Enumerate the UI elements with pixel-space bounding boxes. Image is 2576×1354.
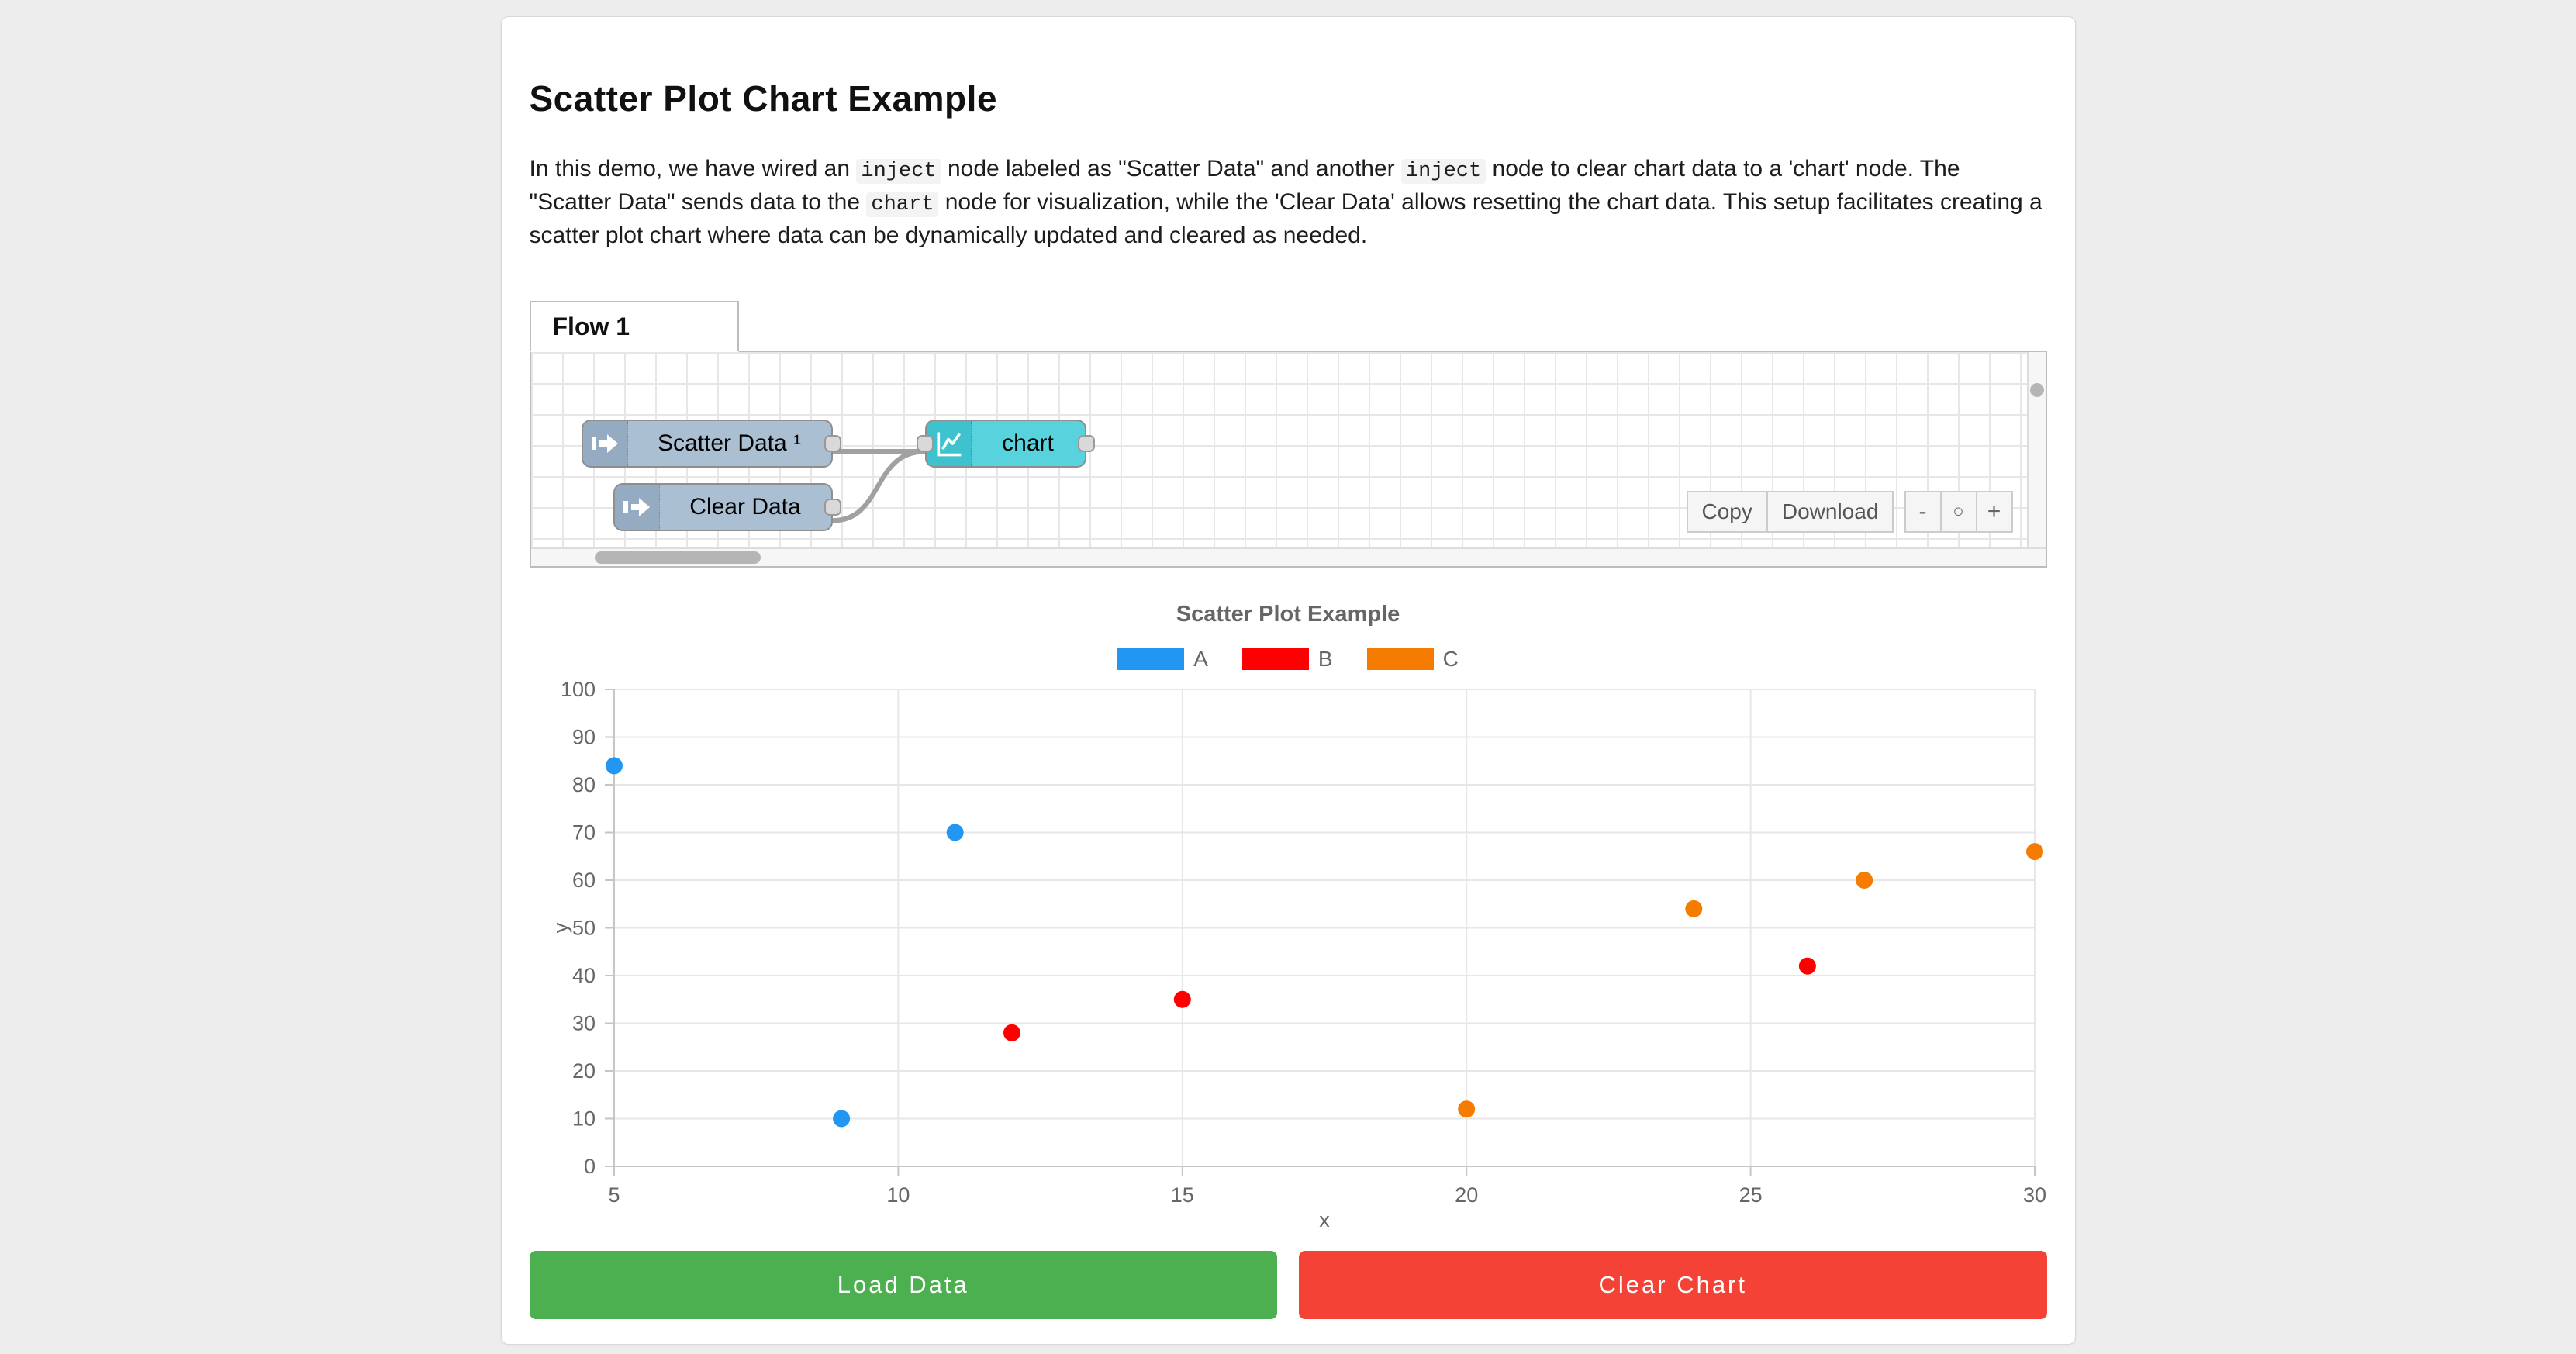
node-label: chart (1002, 430, 1054, 456)
svg-text:60: 60 (571, 869, 595, 892)
svg-text:30: 30 (2022, 1183, 2046, 1207)
action-buttons: Load Data Clear Chart (529, 1251, 2047, 1319)
inject-icon (582, 421, 628, 466)
port-chart-input[interactable] (916, 435, 934, 452)
chart-legend: A B C (530, 647, 2047, 672)
inject-node-clear-data[interactable]: Clear Data (613, 483, 833, 531)
legend-swatch (1366, 648, 1434, 670)
inline-code: inject (856, 159, 941, 184)
svg-text:10: 10 (886, 1183, 910, 1207)
svg-text:30: 30 (571, 1012, 595, 1035)
data-point-C[interactable] (1457, 1100, 1475, 1118)
flow-editor: Flow 1 Scatter Data ¹ Clear Data (529, 301, 2047, 568)
zoom-reset-button[interactable]: ○ (1939, 491, 1977, 533)
port-scatter-output[interactable] (824, 435, 841, 452)
svg-text:10: 10 (571, 1107, 595, 1131)
line-chart-icon (926, 421, 972, 466)
chart-title: Scatter Plot Example (1176, 602, 1400, 627)
inject-icon (614, 485, 660, 530)
legend-label: A (1193, 647, 1208, 671)
data-point-C[interactable] (1684, 900, 1702, 917)
port-chart-output[interactable] (1077, 435, 1095, 452)
load-data-button[interactable]: Load Data (529, 1251, 1277, 1319)
flow-tab[interactable]: Flow 1 (529, 301, 739, 352)
download-button[interactable]: Download (1766, 491, 1894, 533)
flow-tab-label: Flow 1 (552, 312, 630, 340)
scatter-chart[interactable]: 0 10 20 30 40 50 60 70 80 90 100 5 10 15 20 25 30 x y (530, 671, 2049, 1245)
horizontal-scrollbar-thumb[interactable] (594, 551, 761, 564)
legend-label: B (1317, 647, 1333, 671)
horizontal-scrollbar-track (530, 547, 2046, 566)
legend-item-A[interactable]: A (1117, 647, 1208, 672)
inject-node-scatter-data[interactable]: Scatter Data ¹ (581, 420, 833, 468)
inline-code: inject (1400, 159, 1487, 184)
svg-text:15: 15 (1170, 1183, 1193, 1207)
flow-toolbar: Copy Download (1686, 491, 1894, 533)
data-point-B[interactable] (1173, 990, 1191, 1008)
zoom-out-button[interactable]: - (1904, 491, 1942, 533)
node-label: Clear Data (689, 494, 801, 520)
wire-clear-to-chart (830, 448, 927, 523)
page-title: Scatter Plot Chart Example (529, 78, 998, 119)
port-clear-output[interactable] (824, 499, 841, 516)
flow-wires (830, 448, 927, 523)
data-point-B[interactable] (1798, 957, 1816, 975)
svg-text:5: 5 (608, 1183, 620, 1207)
legend-label: C (1442, 647, 1459, 671)
clear-chart-button[interactable]: Clear Chart (1299, 1251, 2047, 1319)
zoom-controls: - ○ + (1904, 491, 2013, 533)
svg-text:40: 40 (571, 964, 595, 987)
svg-text:20: 20 (1455, 1183, 1478, 1207)
zoom-in-button[interactable]: + (1975, 491, 2013, 533)
intro-text: node labeled as "Scatter Data" and anoth… (941, 156, 1401, 181)
chart-node[interactable]: chart (924, 420, 1086, 468)
svg-text:70: 70 (571, 821, 595, 845)
intro-text: In this demo, we have wired an (529, 156, 857, 181)
legend-swatch (1117, 648, 1185, 670)
intro-paragraph: In this demo, we have wired an inject no… (530, 154, 2047, 251)
data-point-C[interactable] (2025, 843, 2043, 861)
intro-text: node to clear chart data to a 'chart' no… (529, 156, 1960, 215)
x-axis-title: x (1319, 1208, 1330, 1231)
svg-text:50: 50 (571, 917, 595, 940)
content-card: Scatter Plot Chart Example In this demo,… (500, 16, 2076, 1345)
vertical-scrollbar-track (2026, 352, 2046, 566)
data-point-A[interactable] (946, 824, 964, 841)
vertical-scrollbar-thumb[interactable] (2029, 383, 2044, 397)
copy-button[interactable]: Copy (1686, 491, 1768, 533)
data-point-A[interactable] (832, 1110, 850, 1128)
svg-text:90: 90 (571, 726, 595, 749)
y-axis-title: y (549, 922, 572, 933)
svg-text:0: 0 (583, 1155, 595, 1178)
legend-item-C[interactable]: C (1366, 647, 1459, 672)
data-point-B[interactable] (1003, 1024, 1020, 1041)
flow-canvas[interactable]: Scatter Data ¹ Clear Data chart (529, 351, 2047, 568)
inline-code: chart (866, 192, 939, 217)
legend-item-B[interactable]: B (1241, 647, 1333, 672)
node-label: Scatter Data ¹ (657, 430, 802, 456)
svg-text:80: 80 (571, 773, 595, 796)
data-point-C[interactable] (1855, 872, 1873, 889)
data-point-A[interactable] (605, 757, 623, 775)
svg-text:100: 100 (560, 678, 595, 701)
intro-text: node for visualization, while the 'Clear… (529, 189, 2042, 248)
legend-swatch (1241, 648, 1309, 670)
svg-text:20: 20 (571, 1059, 595, 1083)
svg-text:25: 25 (1739, 1183, 1762, 1207)
